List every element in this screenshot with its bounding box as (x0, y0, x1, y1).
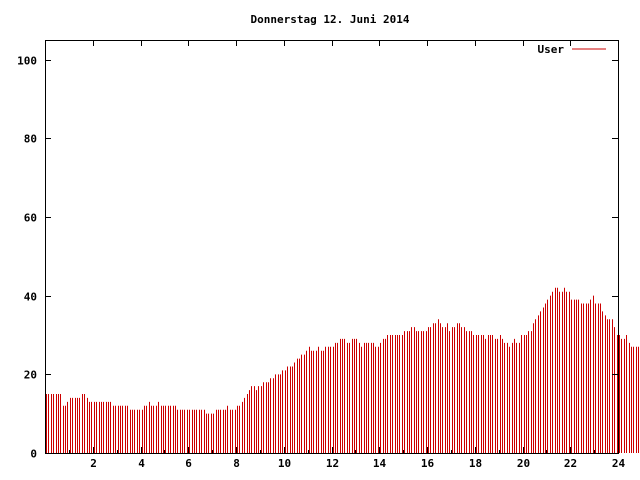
x-tick-label: 20 (517, 457, 530, 470)
legend-label: User (538, 43, 565, 56)
x-tick-label: 10 (278, 457, 291, 470)
x-tick-label: 14 (373, 457, 387, 470)
x-tick-label: 12 (326, 457, 339, 470)
y-tick-label: 100 (17, 55, 37, 68)
x-tick-label: 16 (421, 457, 435, 470)
y-tick-label: 0 (30, 448, 37, 461)
x-tick-label: 18 (469, 457, 482, 470)
x-tick-label: 22 (564, 457, 577, 470)
x-tick-label: 6 (185, 457, 192, 470)
bar-series (46, 287, 639, 453)
x-tick-label: 2 (90, 457, 97, 470)
legend: User (538, 43, 606, 56)
y-tick-label: 20 (24, 369, 37, 382)
plot-border (45, 40, 619, 454)
y-tick-label: 60 (24, 212, 37, 225)
x-axis-ticks: 2 4 6 8 10 12 14 16 18 20 22 24 (69, 40, 626, 470)
y-axis-ticks: 0 20 40 60 80 100 (17, 55, 618, 461)
x-tick-label: 24 (612, 457, 626, 470)
y-tick-label: 40 (24, 291, 37, 304)
y-tick-label: 80 (24, 133, 37, 146)
x-tick-label: 8 (233, 457, 240, 470)
axes (45, 40, 619, 454)
x-tick-label: 4 (138, 457, 145, 470)
chart-title: Donnerstag 12. Juni 2014 (251, 13, 410, 26)
